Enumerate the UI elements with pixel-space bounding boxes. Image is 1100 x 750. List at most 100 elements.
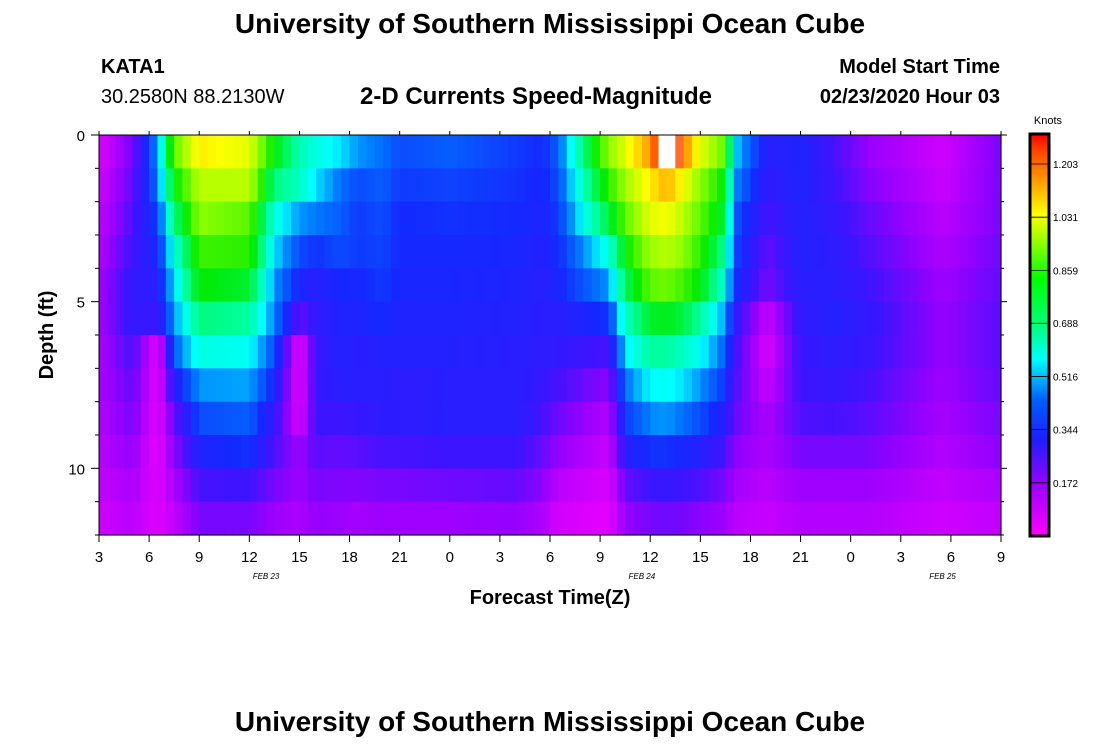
heatmap-cell	[600, 435, 610, 469]
heatmap-cell	[917, 368, 927, 403]
heatmap-cell	[199, 368, 209, 403]
heatmap-cell	[165, 468, 175, 503]
heatmap-cell	[767, 468, 777, 503]
heatmap-cell	[382, 235, 392, 269]
heatmap-cell	[633, 135, 643, 169]
heatmap-cell	[266, 301, 275, 336]
heatmap-cell	[274, 401, 284, 436]
heatmap-cell	[483, 168, 493, 203]
heatmap-cell	[683, 135, 693, 169]
heatmap-cell	[299, 501, 309, 536]
heatmap-cell	[675, 435, 685, 469]
heatmap-cell	[767, 435, 777, 469]
heatmap-cell	[533, 368, 543, 403]
heatmap-cell	[416, 168, 426, 203]
heatmap-cell	[107, 401, 117, 436]
heatmap-cell	[516, 401, 526, 436]
heatmap-cell	[458, 268, 468, 303]
heatmap-cell	[975, 168, 985, 203]
heatmap-cell	[99, 468, 108, 503]
heatmap-cell	[917, 501, 927, 536]
heatmap-cell	[508, 335, 518, 369]
heatmap-cell	[742, 335, 752, 369]
heatmap-cell	[725, 201, 735, 236]
heatmap-cell	[324, 401, 334, 436]
heatmap-cell	[975, 368, 985, 403]
heatmap-cell	[341, 368, 351, 403]
heatmap-cell	[174, 268, 184, 303]
heatmap-cell	[299, 201, 309, 236]
heatmap-cell	[524, 235, 534, 269]
heatmap-cell	[516, 268, 526, 303]
heatmap-cell	[842, 401, 852, 436]
heatmap-cell	[449, 435, 459, 469]
heatmap-cell	[307, 235, 317, 269]
heatmap-cell	[516, 135, 526, 169]
heatmap-cell	[942, 301, 952, 336]
heatmap-cell	[307, 335, 317, 369]
heatmap-cell	[616, 368, 626, 403]
heatmap-cell	[324, 335, 334, 369]
heatmap-cell	[516, 301, 526, 336]
heatmap-cell	[666, 368, 676, 403]
heatmap-cell	[575, 401, 585, 436]
heatmap-cell	[708, 435, 718, 469]
heatmap-cell	[516, 368, 526, 403]
heatmap-cell	[483, 235, 493, 269]
y-tick-label: 0	[77, 128, 85, 145]
heatmap-cell	[140, 301, 150, 336]
heatmap-cell	[357, 235, 367, 269]
heatmap-cell	[984, 301, 994, 336]
heatmap-cell	[800, 468, 810, 503]
heatmap-cell	[633, 435, 643, 469]
heatmap-cell	[658, 468, 668, 503]
heatmap-cell	[900, 201, 910, 236]
heatmap-cell	[215, 435, 225, 469]
heatmap-cell	[357, 501, 367, 536]
heatmap-cell	[424, 401, 434, 436]
heatmap-cell	[700, 201, 710, 236]
heatmap-cell	[107, 501, 117, 536]
heatmap-cell	[675, 368, 685, 403]
heatmap-cell	[750, 168, 760, 203]
heatmap-cell	[182, 435, 192, 469]
heatmap-cell	[132, 168, 142, 203]
heatmap-cell	[658, 168, 668, 203]
heatmap-cell	[174, 435, 184, 469]
x-tick-label: 15	[291, 549, 308, 566]
heatmap-cell	[240, 135, 250, 169]
heatmap-cell	[558, 301, 568, 336]
heatmap-cell	[884, 135, 894, 169]
heatmap-cell	[190, 335, 200, 369]
heatmap-cell	[341, 168, 351, 203]
heatmap-cell	[291, 168, 301, 203]
heatmap-cell	[917, 435, 927, 469]
heatmap-cell	[474, 501, 484, 536]
heatmap-cell	[900, 401, 910, 436]
heatmap-cell	[975, 435, 985, 469]
heatmap-cell	[650, 368, 660, 403]
heatmap-cell	[817, 301, 827, 336]
heatmap-cell	[558, 468, 568, 503]
heatmap-cell	[299, 135, 309, 169]
heatmap-cell	[341, 135, 351, 169]
heatmap-cell	[291, 468, 301, 503]
heatmap-cell	[341, 235, 351, 269]
heatmap-cell	[266, 501, 275, 536]
heatmap-cell	[717, 501, 726, 536]
heatmap-cell	[867, 335, 877, 369]
heatmap-cell	[224, 268, 234, 303]
heatmap-cell	[349, 435, 359, 469]
heatmap-cell	[541, 501, 551, 536]
heatmap-cell	[441, 501, 451, 536]
heatmap-cell	[416, 501, 426, 536]
heatmap-cell	[182, 401, 192, 436]
heatmap-cell	[207, 301, 217, 336]
heatmap-cell	[641, 235, 651, 269]
heatmap-cell	[257, 268, 267, 303]
heatmap-cell	[274, 301, 284, 336]
heatmap-cell	[666, 335, 676, 369]
heatmap-cell	[608, 368, 618, 403]
heatmap-cell	[190, 235, 200, 269]
